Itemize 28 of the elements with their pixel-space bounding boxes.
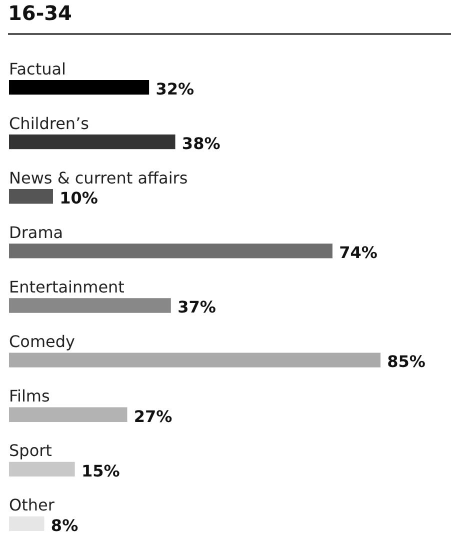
- data-label: 38%: [182, 134, 220, 153]
- bar: [9, 80, 150, 95]
- data-label: 85%: [387, 352, 426, 372]
- bar: [9, 516, 44, 532]
- y-tick-label: Films: [9, 386, 50, 406]
- data-label: 8%: [50, 516, 78, 535]
- data-label: 10%: [60, 188, 98, 208]
- data-label: 74%: [339, 243, 378, 262]
- bar: [9, 189, 53, 204]
- y-tick-label: News & current affairs: [9, 168, 188, 188]
- chart-title: 16-34: [8, 0, 451, 35]
- bar: [9, 298, 171, 313]
- bar: [9, 134, 176, 150]
- data-label: 15%: [82, 461, 120, 480]
- bar: [9, 407, 128, 422]
- y-tick-label: Drama: [9, 222, 64, 242]
- bar: [9, 462, 75, 476]
- y-tick-label: Other: [9, 496, 55, 515]
- y-tick-label: Factual: [9, 59, 66, 78]
- y-tick-label: Sport: [9, 441, 52, 460]
- bar: [9, 244, 332, 258]
- data-label: 32%: [156, 79, 194, 98]
- y-tick-label: Comedy: [9, 332, 76, 352]
- y-tick-label: Entertainment: [9, 278, 124, 296]
- bar: [9, 352, 380, 368]
- data-label: 37%: [178, 298, 216, 317]
- y-tick-label: Children’s: [9, 114, 89, 133]
- data-label: 27%: [134, 406, 172, 426]
